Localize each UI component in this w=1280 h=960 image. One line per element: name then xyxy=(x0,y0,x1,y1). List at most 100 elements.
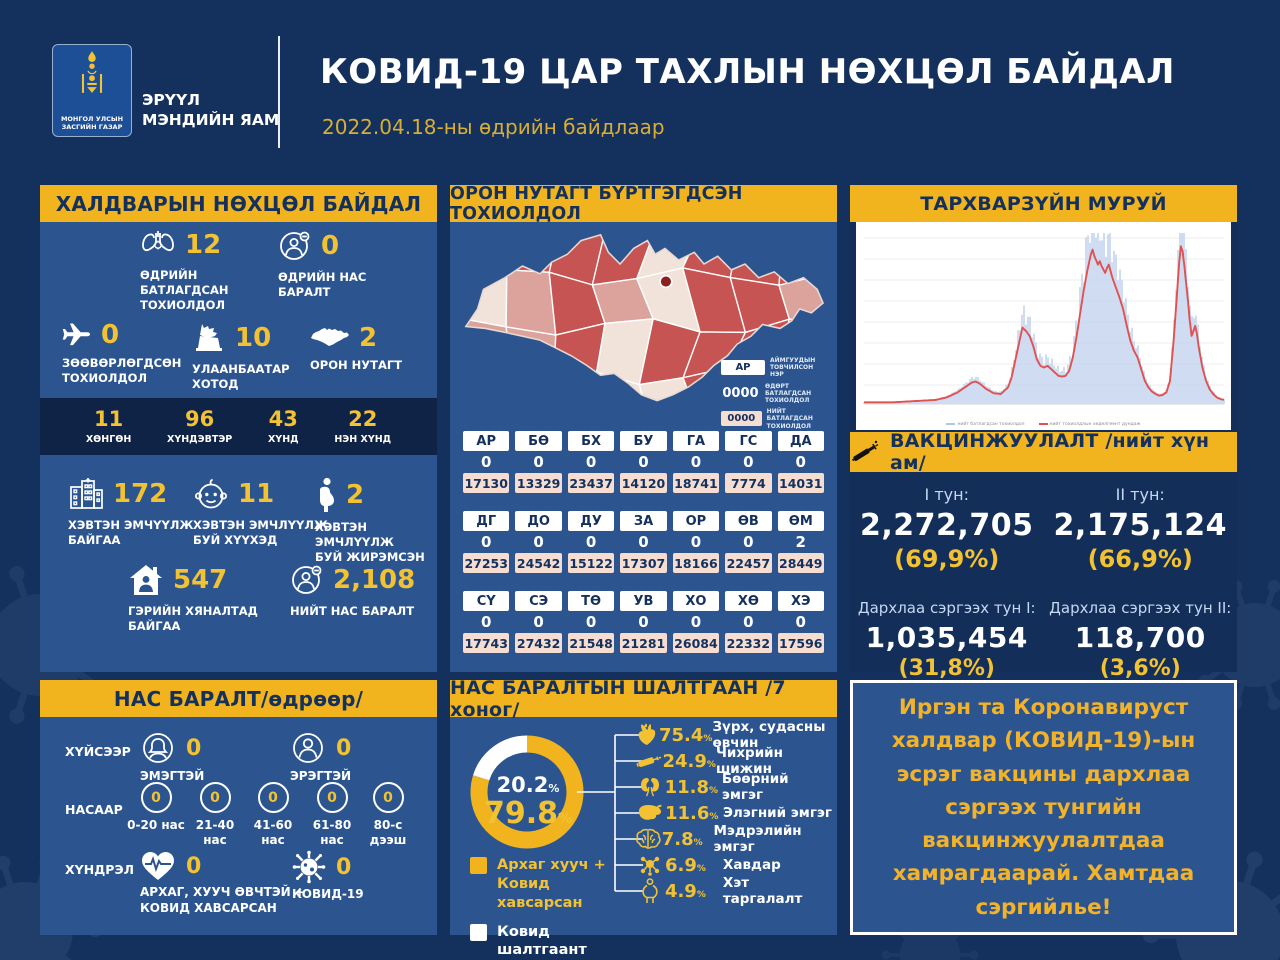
cause-percent: 4.9% xyxy=(664,880,706,902)
cause-percent: 75.4% xyxy=(659,724,713,746)
province-total-count: 17743 xyxy=(463,633,510,653)
dose-percent: (31,8%) xyxy=(898,656,995,681)
age-group-stat: 0 21-40 нас xyxy=(183,782,247,848)
province-code: ХО xyxy=(672,591,720,611)
curve-vaccination-panel: ТАРХВАРЗҮЙН МУРУЙ нийт батлагдсан тохиол… xyxy=(850,185,1237,681)
cancer-icon xyxy=(635,853,665,877)
ministry-name: ЭРҮҮЛ МЭНДИЙН ЯАМ xyxy=(142,91,280,130)
brain-icon xyxy=(635,828,662,850)
daily-death-stat: 0 АРХАГ, ХУУЧ ӨВЧТЭЙ + КОВИД ХАВСАРСАН xyxy=(140,850,305,916)
pregnant-icon xyxy=(315,477,337,513)
donut-legend-label: Архаг хууч + Ковид хавсарсан xyxy=(497,857,606,911)
cause-row: 6.9% Хавдар xyxy=(635,852,833,878)
age-group-label: 80-с дээш xyxy=(369,818,407,847)
province-daily-count: 0 xyxy=(795,453,806,471)
province-total-count: 27432 xyxy=(515,633,562,653)
age-group-stat: 0 61-80 нас xyxy=(300,782,364,848)
daily-death-value: 0 xyxy=(186,735,202,761)
ulaanbaatar-marker xyxy=(659,274,673,289)
province-total-count: 15122 xyxy=(567,553,615,573)
obesity-icon xyxy=(635,878,665,904)
curve-legend: нийт батлагдсан тохиолдол нийт тохиолдлын… xyxy=(856,422,1231,427)
province-total-count: 14031 xyxy=(777,473,824,493)
map-legend-label: АЙМГУУДЫН ТОВЧИЛСОН НЭР xyxy=(769,357,816,379)
age-group-value: 0 xyxy=(316,782,348,813)
daily-death-label: КОВИД-19 xyxy=(292,887,364,901)
header-divider xyxy=(278,36,280,148)
province-cell: ДГ 0 27253 xyxy=(463,511,510,573)
province-daily-count: 0 xyxy=(533,453,544,471)
daily-death-stat: 0 ЭМЭГТЭЙ xyxy=(140,730,204,785)
vaccine-dose-stat: Дархлаа сэргээх тун I: 1,035,454 (31,8%) xyxy=(850,599,1044,681)
dose-percent: (69,9%) xyxy=(894,545,1000,573)
causes-list: 75.4% Зүрх, судасны өвчин 24.9% Чихрийн шиж… xyxy=(635,719,833,907)
province-code: БӨ xyxy=(515,431,562,451)
dose-label: I тун: xyxy=(924,485,969,504)
dose-value: 2,272,705 xyxy=(860,508,1034,543)
cause-label: Зүрх, судасны өвчин xyxy=(712,719,826,751)
province-code: ДА xyxy=(777,431,824,451)
province-row: СҮ 0 17743 СЭ 0 27432 ТӨ 0 21548 УВ 0 21281 ХО 0 26084… xyxy=(463,591,824,653)
syringe-icon xyxy=(850,439,880,465)
province-cell: ДА 0 14031 xyxy=(777,431,824,493)
stat-item: 11 ХЭВТЭН ЭМЧЛҮҮЛЖ БУЙ ХҮҮХЭД xyxy=(193,477,333,548)
age-row-label: НАСААР xyxy=(65,802,123,817)
province-cell: БХ 0 23437 xyxy=(567,431,615,493)
province-cell: БУ 0 14120 xyxy=(620,431,667,493)
province-code: СҮ xyxy=(463,591,510,611)
donut-legend-swatch xyxy=(470,857,487,874)
province-total-count: 14120 xyxy=(620,473,667,493)
cause-label: Элэгний эмгэг xyxy=(723,805,832,821)
daily-death-value: 0 xyxy=(336,854,352,880)
age-group-value: 0 xyxy=(257,782,289,813)
severity-item: 22 НЭН ХҮНД xyxy=(334,407,391,445)
stat-value: 12 xyxy=(185,230,222,260)
infection-panel-title: ХАЛДВАРЫН НӨХЦӨЛ БАЙДАЛ xyxy=(40,185,437,222)
province-cell: БӨ 0 13329 xyxy=(515,431,562,493)
donut-comorbid-pct: 79.8% xyxy=(483,796,573,831)
cause-row: 11.8% Бөөрний эмгэг xyxy=(635,771,833,803)
map-province-cell xyxy=(505,326,557,384)
donut-legend-item: Ковид шалтгаант xyxy=(470,923,630,960)
stat-label: ХЭВТЭН ЭМЧҮҮЛЖ БАЙГАА xyxy=(68,518,194,547)
province-total-count: 27253 xyxy=(463,553,510,573)
age-group-value: 0 xyxy=(199,782,231,813)
male-icon xyxy=(290,730,326,766)
dose-label: Дархлаа сэргээх тун II: xyxy=(1049,599,1232,617)
dose-label: II тун: xyxy=(1115,485,1165,504)
stat-value: 172 xyxy=(113,479,168,509)
daily-deaths-title: НАС БАРАЛТ/өдрөөр/ xyxy=(40,680,437,717)
stat-value: 2 xyxy=(359,323,378,353)
daily-death-stat: 0 КОВИД-19 xyxy=(292,850,364,903)
vaccine-dose-stat: I тун: 2,272,705 (69,9%) xyxy=(850,485,1044,573)
province-cell: ТӨ 0 21548 xyxy=(567,591,615,653)
donut-legend-label: Ковид шалтгаант xyxy=(497,923,587,959)
province-cell: СҮ 0 17743 xyxy=(463,591,510,653)
province-cell: ЗА 0 17307 xyxy=(620,511,667,573)
stat-label: ГЭРИЙН ХЯНАЛТАД БАЙГАА xyxy=(128,604,258,633)
stat-item: 2 ОРОН НУТАГТ xyxy=(310,325,425,373)
daily-deaths-panel: НАС БАРАЛТ/өдрөөр/ ХҮЙСЭЭР НАСААР ХҮНДРЭ… xyxy=(40,680,437,935)
vaccination-stats: I тун: 2,272,705 (69,9%) II тун: 2,175,124 (6… xyxy=(850,485,1237,681)
lungs-virus-icon xyxy=(140,229,176,261)
report-date: 2022.04.18-ны өдрийн байдлаар xyxy=(322,115,665,139)
region-cases-panel: ОРОН НУТАГТ БҮРТГЭГДСЭН ТОХИОЛДОЛ АР АЙМГ… xyxy=(450,184,837,672)
province-total-count: 18166 xyxy=(672,553,720,573)
province-cell: СЭ 0 27432 xyxy=(515,591,562,653)
severity-label: ХӨНГӨН xyxy=(85,434,132,446)
stat-value: 0 xyxy=(101,320,120,350)
daily-death-value: 0 xyxy=(186,853,202,879)
map-legend-sample: АР xyxy=(721,360,765,376)
map-legend-label: ӨДӨРТ БАТЛАГДСАН ТОХИОЛДОЛ xyxy=(764,382,812,404)
province-total-count: 24542 xyxy=(515,553,562,573)
province-cell: ДО 0 24542 xyxy=(515,511,562,573)
severity-value: 43 xyxy=(268,406,298,431)
message-text: Иргэн та Коронавируст халдвар (КОВИД-19)… xyxy=(891,694,1196,920)
stat-value: 10 xyxy=(235,323,272,353)
vaccine-dose-stat: Дархлаа сэргээх тун II: 118,700 (3,6%) xyxy=(1044,599,1238,681)
severity-label: ХҮНДЭВТЭР xyxy=(167,434,233,446)
province-daily-count: 0 xyxy=(743,613,754,631)
age-group-label: 21-40 нас xyxy=(195,818,235,847)
stat-label: ХЭВТЭН ЭМЧЛҮҮЛЖ БУЙ ЖИРЭМСЭН xyxy=(315,520,425,564)
stat-item: 12 ӨДРИЙН БАТЛАГДСАН ТОХИОЛДОЛ xyxy=(140,229,290,313)
